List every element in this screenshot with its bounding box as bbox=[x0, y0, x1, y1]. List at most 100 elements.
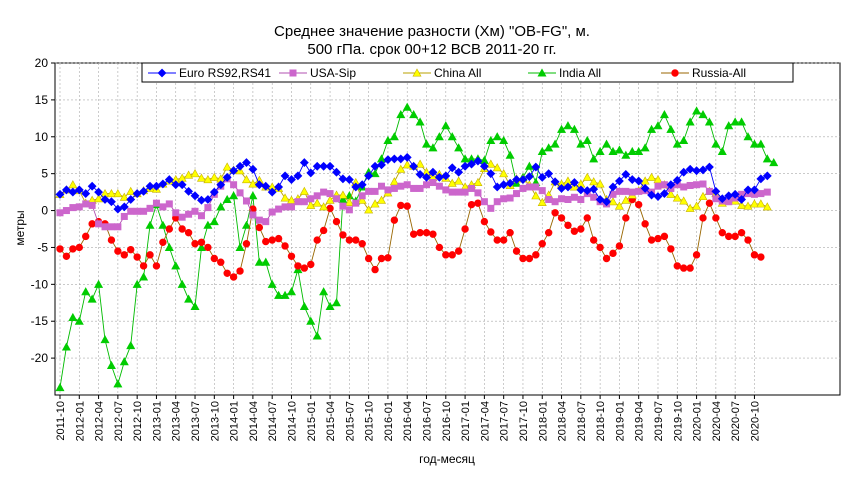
x-tick-label: 2015-07 bbox=[344, 401, 356, 441]
series-1-point bbox=[95, 220, 103, 228]
legend-label-2: China All bbox=[434, 66, 481, 80]
x-tick-label: 2019-10 bbox=[672, 401, 684, 441]
series-1-point bbox=[480, 198, 488, 206]
series-2-point bbox=[749, 199, 759, 208]
series-1-point bbox=[165, 200, 173, 208]
series-0-point bbox=[512, 175, 521, 184]
series-1-point bbox=[69, 204, 77, 212]
series-3-point bbox=[396, 110, 406, 119]
series-2-point bbox=[376, 195, 387, 204]
series-1-point bbox=[545, 195, 553, 203]
series-3-point bbox=[557, 124, 567, 133]
series-3-point bbox=[331, 298, 341, 307]
series-1-point bbox=[159, 203, 167, 211]
series-2-point bbox=[319, 202, 329, 211]
series-4-point bbox=[62, 252, 71, 260]
series-2-point bbox=[306, 200, 316, 209]
x-axis-label: год-месяц bbox=[419, 452, 475, 466]
series-0-point bbox=[113, 204, 123, 214]
series-4-point bbox=[236, 267, 244, 275]
series-3-point bbox=[203, 220, 213, 229]
series-0-point bbox=[711, 186, 721, 196]
series-4-point bbox=[294, 262, 302, 270]
series-1-point bbox=[615, 187, 623, 195]
series-1-point bbox=[185, 210, 193, 218]
series-0 bbox=[55, 153, 772, 214]
series-1-point bbox=[416, 184, 424, 192]
series-4-point bbox=[519, 254, 527, 263]
series-0-point bbox=[402, 153, 412, 162]
series-4-point bbox=[82, 232, 90, 241]
series-1-point bbox=[249, 211, 257, 219]
series-3-point bbox=[454, 143, 464, 152]
series-3-point bbox=[216, 202, 226, 211]
series-4-point bbox=[281, 242, 289, 250]
series-3-point bbox=[627, 146, 637, 156]
y-axis-label: метры bbox=[13, 210, 27, 245]
series-1-point bbox=[455, 188, 463, 196]
series-4-point bbox=[152, 262, 161, 270]
x-tick-label: 2017-07 bbox=[499, 401, 511, 441]
series-3-point bbox=[589, 154, 599, 163]
legend-marker-1 bbox=[289, 69, 297, 77]
series-3-point bbox=[447, 132, 457, 141]
series-1-point bbox=[442, 186, 450, 194]
x-tick-label: 2013-10 bbox=[209, 401, 221, 441]
series-3-point bbox=[672, 139, 682, 148]
series-1-point bbox=[365, 187, 373, 195]
series-3-point bbox=[254, 257, 264, 266]
legend-label-0: Euro RS92,RS41 bbox=[179, 66, 271, 80]
series-0-point bbox=[544, 169, 554, 179]
series-1-point bbox=[564, 195, 572, 203]
x-tick-label: 2013-04 bbox=[171, 401, 183, 441]
series-2-point bbox=[621, 195, 631, 204]
series-2-point bbox=[209, 172, 219, 181]
series-2-point bbox=[312, 198, 322, 207]
legend-marker-3 bbox=[537, 68, 547, 77]
series-3-point bbox=[422, 139, 432, 148]
series-4-point bbox=[647, 236, 656, 244]
series-3-point bbox=[87, 294, 97, 303]
series-4-point bbox=[480, 217, 489, 226]
x-tick-label: 2012-01 bbox=[74, 401, 86, 441]
series-4-point bbox=[377, 254, 386, 263]
series-4-point bbox=[641, 220, 649, 228]
series-0-point bbox=[666, 180, 676, 190]
series-0-point bbox=[595, 195, 605, 204]
series-4-point bbox=[512, 247, 521, 255]
series-3-point bbox=[743, 132, 753, 141]
series-1-point bbox=[435, 182, 443, 190]
series-3-point bbox=[428, 143, 438, 152]
x-tick-label: 2020-07 bbox=[730, 401, 742, 441]
series-3-point bbox=[370, 169, 380, 178]
series-3-point bbox=[737, 117, 747, 126]
series-2-point bbox=[113, 188, 123, 198]
series-4-point bbox=[197, 238, 206, 246]
legend-label-1: USA-Sip bbox=[310, 66, 356, 80]
series-4-point bbox=[210, 254, 219, 263]
x-tick-label: 2020-10 bbox=[749, 401, 761, 441]
series-4-point bbox=[88, 220, 96, 228]
series-4-point bbox=[564, 221, 572, 230]
series-1-point bbox=[635, 187, 643, 195]
series-1-point bbox=[294, 198, 302, 206]
series-0-point bbox=[357, 180, 367, 190]
series-4-point bbox=[75, 243, 83, 252]
series-3-point bbox=[209, 217, 219, 226]
series-4-point bbox=[667, 245, 675, 253]
series-0-point bbox=[705, 162, 714, 172]
series-3-point bbox=[486, 135, 496, 144]
series-4-point bbox=[390, 216, 399, 224]
series-2-point bbox=[595, 179, 605, 188]
series-2-point bbox=[106, 188, 116, 198]
series-2-point bbox=[402, 160, 412, 169]
series-0-point bbox=[274, 182, 284, 192]
series-2-point bbox=[344, 197, 354, 206]
series-0-point bbox=[730, 189, 740, 199]
series-0-point bbox=[94, 187, 104, 197]
x-tick-label: 2019-07 bbox=[653, 401, 665, 441]
series-4-point bbox=[622, 214, 630, 222]
series-2-point bbox=[614, 201, 624, 210]
series-4-point bbox=[725, 232, 733, 241]
series-4 bbox=[56, 195, 765, 281]
